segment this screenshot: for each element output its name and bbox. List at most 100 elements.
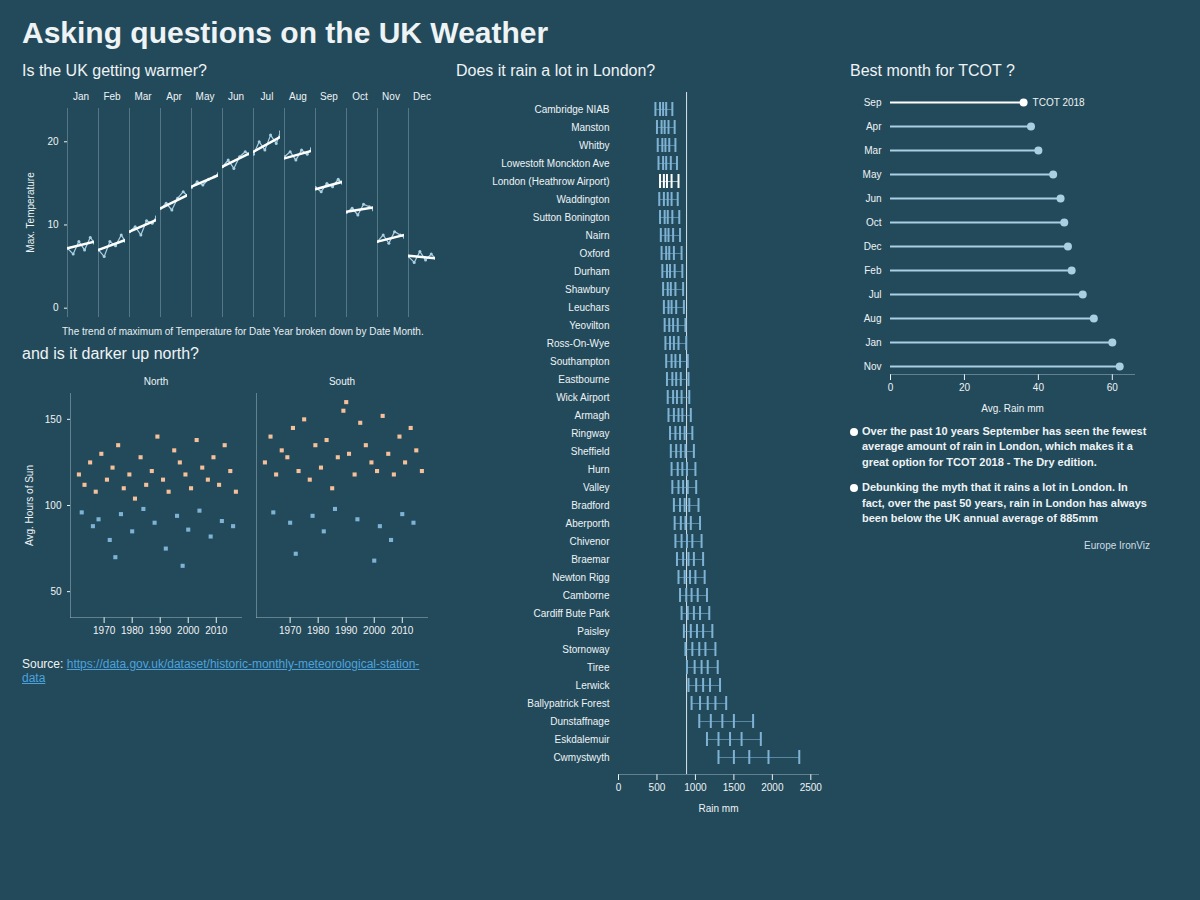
svg-text:Oct: Oct (866, 217, 882, 228)
svg-text:1980: 1980 (121, 625, 144, 636)
svg-text:Jun: Jun (228, 91, 244, 102)
svg-text:Jul: Jul (869, 289, 882, 300)
svg-text:2010: 2010 (205, 625, 228, 636)
svg-text:Nov: Nov (382, 91, 400, 102)
svg-text:Lerwick: Lerwick (576, 680, 611, 691)
svg-text:100: 100 (45, 500, 62, 511)
svg-text:Jun: Jun (865, 193, 881, 204)
svg-text:Leuchars: Leuchars (568, 302, 609, 313)
svg-text:0: 0 (616, 782, 622, 793)
svg-text:Mar: Mar (864, 145, 882, 156)
svg-text:May: May (863, 169, 882, 180)
svg-text:20: 20 (959, 382, 971, 393)
svg-text:Eskdalemuir: Eskdalemuir (554, 734, 610, 745)
svg-text:Braemar: Braemar (571, 554, 610, 565)
svg-text:Hurn: Hurn (588, 464, 610, 475)
html-text:Debunking the myth that it rai: Debunking the myth that it rains a lot i… (862, 481, 1147, 524)
svg-text:Chivenor: Chivenor (569, 536, 610, 547)
svg-text:1970: 1970 (93, 625, 116, 636)
svg-text:Dunstaffnage: Dunstaffnage (550, 716, 610, 727)
svg-text:0: 0 (888, 382, 894, 393)
svg-text:2010: 2010 (391, 625, 414, 636)
svg-text:Valley: Valley (583, 482, 610, 493)
svg-text:Ballypatrick Forest: Ballypatrick Forest (527, 698, 609, 709)
svg-text:Feb: Feb (103, 91, 121, 102)
html-text:Over the past 10 years Septemb: Over the past 10 years September has see… (862, 425, 1147, 468)
svg-text:1970: 1970 (279, 625, 302, 636)
svg-text:Manston: Manston (571, 122, 609, 133)
svg-text:Jan: Jan (73, 91, 89, 102)
svg-text:Rain mm: Rain mm (698, 803, 738, 814)
svg-text:Shawbury: Shawbury (565, 284, 609, 295)
svg-text:1990: 1990 (335, 625, 358, 636)
svg-text:500: 500 (649, 782, 666, 793)
svg-text:South: South (329, 376, 355, 387)
svg-text:London (Heathrow Airport): London (Heathrow Airport) (492, 176, 609, 187)
svg-text:Southampton: Southampton (550, 356, 610, 367)
svg-text:Durham: Durham (574, 266, 610, 277)
svg-text:Tiree: Tiree (587, 662, 610, 673)
svg-text:Sheffield: Sheffield (571, 446, 610, 457)
svg-text:Whitby: Whitby (579, 140, 610, 151)
svg-text:Paisley: Paisley (577, 626, 609, 637)
svg-text:Stornoway: Stornoway (562, 644, 609, 655)
html-text:Source: https://data.gov.uk/da: Source: https://data.gov.uk/dataset/hist… (22, 657, 420, 685)
svg-text:Waddington: Waddington (557, 194, 610, 205)
svg-text:1980: 1980 (307, 625, 330, 636)
svg-text:2000: 2000 (761, 782, 784, 793)
svg-text:2000: 2000 (177, 625, 200, 636)
svg-text:Yeovilton: Yeovilton (569, 320, 609, 331)
svg-text:Ross-On-Wye: Ross-On-Wye (547, 338, 610, 349)
svg-text:Dec: Dec (413, 91, 431, 102)
svg-text:Cardiff Bute Park: Cardiff Bute Park (534, 608, 611, 619)
svg-text:Sep: Sep (320, 91, 338, 102)
svg-text:Apr: Apr (866, 121, 882, 132)
svg-text:Lowestoft Monckton Ave: Lowestoft Monckton Ave (501, 158, 610, 169)
svg-text:Sep: Sep (864, 97, 882, 108)
svg-text:May: May (196, 91, 215, 102)
svg-text:Dec: Dec (864, 241, 882, 252)
svg-text:Ringway: Ringway (571, 428, 609, 439)
svg-text:Max. Temperature: Max. Temperature (25, 172, 36, 253)
svg-text:2000: 2000 (363, 625, 386, 636)
svg-text:Eastbourne: Eastbourne (558, 374, 610, 385)
svg-text:Armagh: Armagh (574, 410, 609, 421)
svg-text:Feb: Feb (864, 265, 882, 276)
svg-text:Aug: Aug (864, 313, 882, 324)
svg-text:Bradford: Bradford (571, 500, 609, 511)
svg-text:Jul: Jul (261, 91, 274, 102)
html-text:Is the UK getting warmer?: Is the UK getting warmer? (22, 62, 207, 79)
svg-text:Cambridge NIAB: Cambridge NIAB (534, 104, 609, 115)
svg-text:0: 0 (53, 302, 59, 313)
svg-text:150: 150 (45, 414, 62, 425)
svg-text:50: 50 (50, 586, 62, 597)
svg-text:Aberporth: Aberporth (566, 518, 610, 529)
svg-text:North: North (144, 376, 168, 387)
svg-text:60: 60 (1107, 382, 1119, 393)
svg-text:Oxford: Oxford (579, 248, 609, 259)
svg-text:Cwmystwyth: Cwmystwyth (553, 752, 609, 763)
svg-text:Oct: Oct (352, 91, 368, 102)
svg-text:2500: 2500 (800, 782, 823, 793)
svg-text:1000: 1000 (684, 782, 707, 793)
svg-text:Apr: Apr (166, 91, 182, 102)
html-text:Asking questions on the UK Wea: Asking questions on the UK Weather (22, 16, 549, 49)
svg-text:1500: 1500 (723, 782, 746, 793)
svg-text:Nov: Nov (864, 361, 882, 372)
svg-text:Mar: Mar (134, 91, 152, 102)
svg-text:Nairn: Nairn (586, 230, 610, 241)
svg-text:1990: 1990 (149, 625, 172, 636)
html-text:and is it darker up north?: and is it darker up north? (22, 345, 199, 362)
svg-text:Newton Rigg: Newton Rigg (552, 572, 609, 583)
svg-text:40: 40 (1033, 382, 1045, 393)
svg-text:Wick Airport: Wick Airport (556, 392, 610, 403)
svg-text:TCOT 2018: TCOT 2018 (1033, 97, 1085, 108)
svg-text:Avg. Hours of Sun: Avg. Hours of Sun (24, 465, 35, 546)
svg-text:Camborne: Camborne (563, 590, 610, 601)
svg-text:Aug: Aug (289, 91, 307, 102)
svg-text:Sutton Bonington: Sutton Bonington (533, 212, 610, 223)
svg-text:Avg. Rain mm: Avg. Rain mm (981, 403, 1044, 414)
svg-text:Jan: Jan (865, 337, 881, 348)
svg-text:10: 10 (47, 219, 59, 230)
svg-text:20: 20 (47, 136, 59, 147)
